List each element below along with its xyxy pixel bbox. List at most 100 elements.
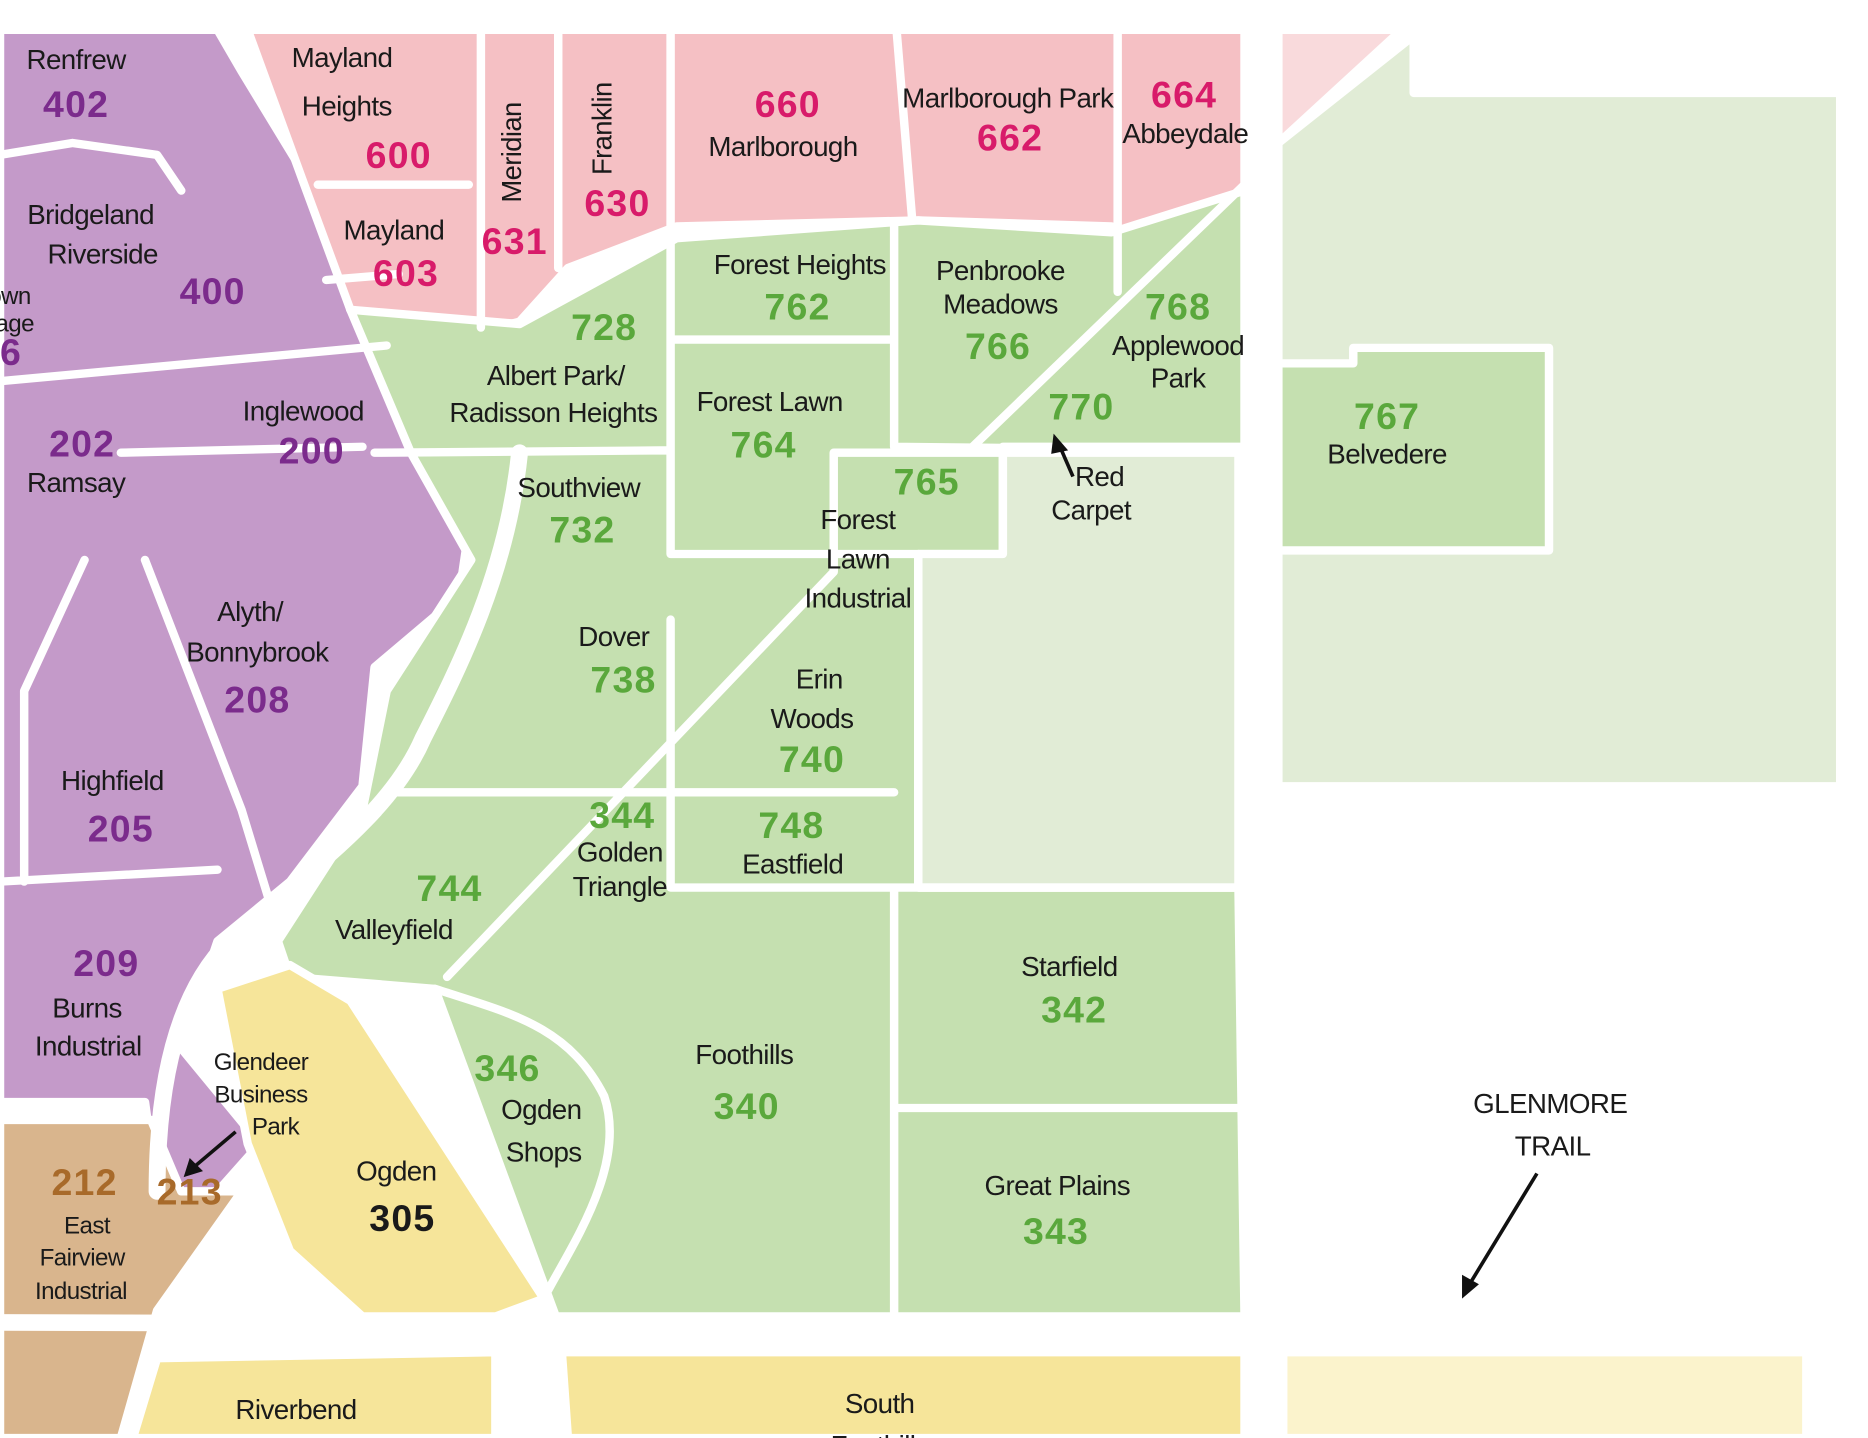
region-name: Heights (302, 91, 392, 122)
region-name: Park (1151, 362, 1207, 393)
region-code: 342 (1041, 989, 1107, 1031)
region-label: Mayland Heights 600 (292, 42, 432, 176)
region-name: Belvedere (1327, 439, 1447, 470)
region-code: 600 (366, 134, 432, 176)
region-name: Inglewood (243, 396, 364, 427)
region-name: Renfrew (27, 44, 127, 75)
region-name: Ogden (501, 1094, 581, 1125)
region-label: Mayland 603 (344, 215, 445, 294)
region-label: Forest Heights 762 (714, 249, 887, 327)
region-code: 631 (482, 220, 548, 262)
region-name: Glendeer (214, 1049, 309, 1076)
region-name: Business (214, 1082, 308, 1109)
region-label: East Fairview Industrial 212 (35, 1161, 128, 1305)
region-label: Albert Park/Radisson Heights 728 (449, 306, 658, 428)
region-name: Carpet (1051, 495, 1132, 526)
region-code: 205 (88, 808, 154, 850)
region-code: 768 (1145, 286, 1211, 328)
region-name: Mayland (292, 42, 393, 73)
region-name: Shops (506, 1137, 582, 1168)
region-label: Highfield 205 (61, 765, 164, 849)
region-name: Foothills (695, 1039, 793, 1070)
region-code: 770 (1048, 386, 1114, 428)
region-name: Mayland (344, 215, 445, 246)
region-name: Bonnybrook (186, 636, 329, 667)
region-name: Valleyfield (335, 914, 453, 945)
region-label: Glendeer Business Park 213 (157, 1049, 310, 1213)
region-name: Village (0, 311, 34, 338)
region-name: Meadows (943, 289, 1058, 320)
region-name: Red (1075, 461, 1124, 492)
region-label: Riverbend (235, 1394, 357, 1425)
region-label: Meridian 631 (482, 102, 548, 262)
region-name: Meridian (496, 102, 527, 202)
zone-south-foothills (557, 1348, 1249, 1438)
region-label: Ogden 305 (356, 1156, 437, 1239)
region-code: 748 (758, 804, 824, 846)
region-name: Marlborough Park (902, 82, 1114, 113)
region-label: Marlborough 660 (708, 83, 858, 162)
arrowhead (1462, 1274, 1479, 1299)
region-label: Erin Woods 740 (771, 664, 855, 780)
region-label: Franklin 630 (584, 82, 650, 224)
region-label: Great Plains 343 (984, 1170, 1130, 1252)
region-name: Franklin (586, 82, 617, 175)
region-name: Woods (771, 703, 854, 734)
region-code: 660 (755, 83, 821, 125)
region-code: 765 (894, 461, 960, 503)
region-label: Southview 732 (517, 472, 641, 550)
road (430, 984, 614, 1303)
region-label: South Foothills (831, 1388, 930, 1438)
region-code: 06 (0, 331, 22, 373)
region-label: Starfield 342 (1021, 951, 1118, 1031)
arrows (183, 433, 1539, 1299)
region-name: Abbeydale (1122, 118, 1248, 149)
region-name: Forest Heights (714, 249, 886, 280)
region-name: Starfield (1021, 951, 1117, 982)
region-code: 340 (714, 1085, 780, 1127)
arrowhead (1051, 433, 1069, 454)
region-name: Forest Lawn (697, 386, 843, 417)
region-name: Forest (820, 504, 896, 535)
region-name: Golden (577, 837, 663, 868)
zone-light-yellow (1278, 1348, 1811, 1438)
zones (0, 25, 1845, 1438)
region-name: Park (252, 1114, 301, 1141)
region-label: Valleyfield 744 (335, 867, 482, 945)
region-code: 402 (43, 83, 109, 125)
region-name: Industrial (35, 1031, 142, 1062)
region-label: Foothills 340 (695, 1039, 794, 1127)
region-code: 767 (1354, 395, 1420, 437)
road (0, 138, 391, 934)
region-label: Burns Industrial 209 (35, 942, 142, 1061)
region-name: Riverbend (235, 1394, 356, 1425)
region-code: 202 (49, 423, 115, 465)
arrow (192, 1130, 237, 1169)
road (148, 0, 1268, 1438)
region-code: 744 (416, 867, 482, 909)
region-label: Marlborough Park 662 (902, 82, 1114, 158)
region-code: 662 (977, 117, 1043, 159)
region-code: 603 (373, 252, 439, 294)
zone-riverbend (128, 1348, 500, 1438)
region-code: 766 (965, 325, 1031, 367)
region-name: Southview (517, 472, 640, 503)
region-name: Alyth/ (217, 596, 284, 627)
region-code: 305 (369, 1197, 435, 1239)
region-name: Foothills (831, 1430, 929, 1438)
zone-light-green (1274, 31, 1845, 791)
arrow (1466, 1172, 1539, 1288)
region-label: Ogden Shops 346 (474, 1047, 582, 1168)
region-label: Forest Lawn Industrial 765 (805, 461, 960, 614)
region-name: East (64, 1213, 111, 1240)
region-name: Lawn (826, 544, 890, 575)
region-name: Ramsay (27, 467, 126, 498)
region-code: 664 (1151, 74, 1217, 116)
region-code: 213 (157, 1171, 223, 1213)
region-name: Industrial (35, 1278, 127, 1305)
region-code: 630 (584, 182, 650, 224)
region-name: Marlborough (708, 131, 857, 162)
